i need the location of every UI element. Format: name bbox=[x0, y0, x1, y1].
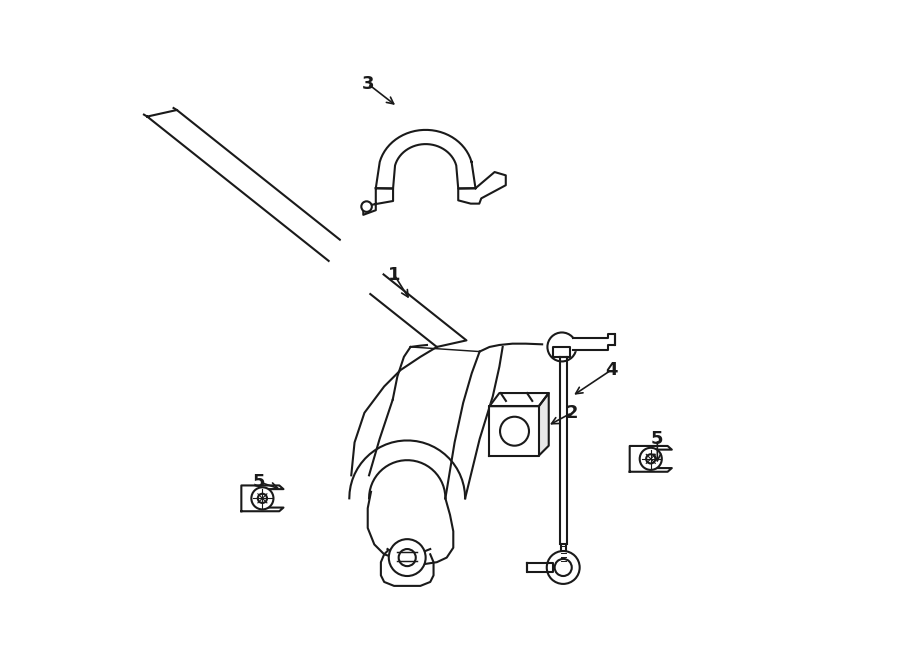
Circle shape bbox=[361, 202, 372, 212]
Circle shape bbox=[547, 551, 580, 584]
Polygon shape bbox=[554, 347, 571, 357]
Polygon shape bbox=[458, 172, 506, 204]
Circle shape bbox=[640, 447, 662, 470]
Text: 1: 1 bbox=[388, 266, 400, 284]
Polygon shape bbox=[573, 334, 615, 350]
Circle shape bbox=[547, 332, 576, 362]
Polygon shape bbox=[490, 407, 539, 455]
Polygon shape bbox=[148, 110, 466, 347]
Polygon shape bbox=[527, 563, 554, 572]
Polygon shape bbox=[364, 188, 393, 215]
Circle shape bbox=[500, 416, 529, 446]
Polygon shape bbox=[121, 133, 464, 660]
Polygon shape bbox=[539, 393, 549, 455]
Polygon shape bbox=[561, 545, 566, 563]
Text: 3: 3 bbox=[362, 75, 374, 93]
Polygon shape bbox=[490, 393, 549, 407]
Text: 5: 5 bbox=[651, 430, 663, 448]
Text: 5: 5 bbox=[253, 473, 266, 491]
Text: 2: 2 bbox=[565, 404, 578, 422]
Polygon shape bbox=[560, 357, 566, 545]
Polygon shape bbox=[630, 446, 671, 472]
Circle shape bbox=[251, 487, 274, 510]
Circle shape bbox=[389, 539, 426, 576]
Polygon shape bbox=[241, 485, 284, 511]
Polygon shape bbox=[376, 130, 475, 188]
Text: 4: 4 bbox=[605, 361, 617, 379]
